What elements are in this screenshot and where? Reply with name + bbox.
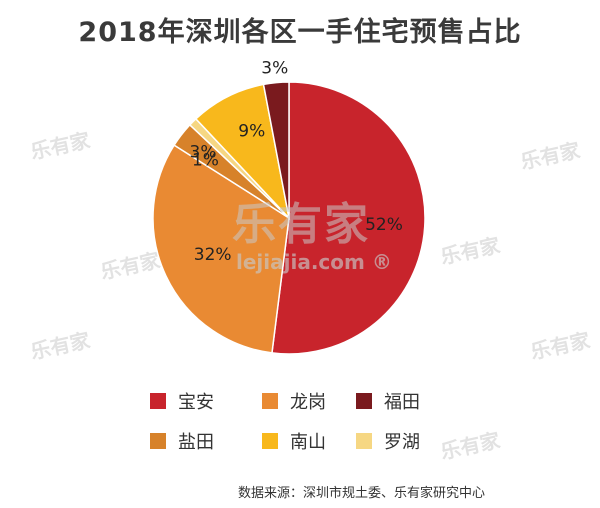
slice-label-宝安: 52% <box>365 215 403 235</box>
pie-slice-福田 <box>262 81 290 219</box>
legend-swatch <box>150 393 166 409</box>
legend-label: 盐田 <box>178 432 214 453</box>
legend-item-福田: 福田 <box>356 388 420 414</box>
legend-swatch <box>356 393 372 409</box>
legend-swatch <box>356 433 372 449</box>
slice-label-龙岗: 32% <box>194 245 232 265</box>
slice-label-盐田: 3% <box>190 142 217 162</box>
legend-swatch <box>150 433 166 449</box>
legend-item-罗湖: 罗湖 <box>356 428 420 454</box>
legend-item-南山: 南山 <box>262 428 326 454</box>
pie-slice-宝安 <box>271 81 426 355</box>
legend-item-宝安: 宝安 <box>150 388 214 414</box>
legend-swatch <box>262 433 278 449</box>
watermark-url: lejiajia.com ® <box>236 250 392 274</box>
legend-label: 福田 <box>384 392 420 413</box>
watermark-brand-center: 乐有家 <box>232 199 370 250</box>
legend-label: 宝安 <box>178 392 214 413</box>
legend-item-盐田: 盐田 <box>150 428 214 454</box>
legend-swatch <box>262 393 278 409</box>
slice-label-南山: 9% <box>238 121 265 141</box>
chart-title: 2018年深圳各区一手住宅预售占比 <box>78 17 522 48</box>
legend-label: 南山 <box>290 432 326 453</box>
slice-label-福田: 3% <box>261 59 288 79</box>
source-note: 数据来源：深圳市规土委、乐有家研究中心 <box>238 486 486 501</box>
slice-label-罗湖: 1% <box>192 150 219 170</box>
legend-item-龙岗: 龙岗 <box>262 388 326 414</box>
legend-label: 龙岗 <box>290 392 326 413</box>
legend-label: 罗湖 <box>384 432 420 453</box>
